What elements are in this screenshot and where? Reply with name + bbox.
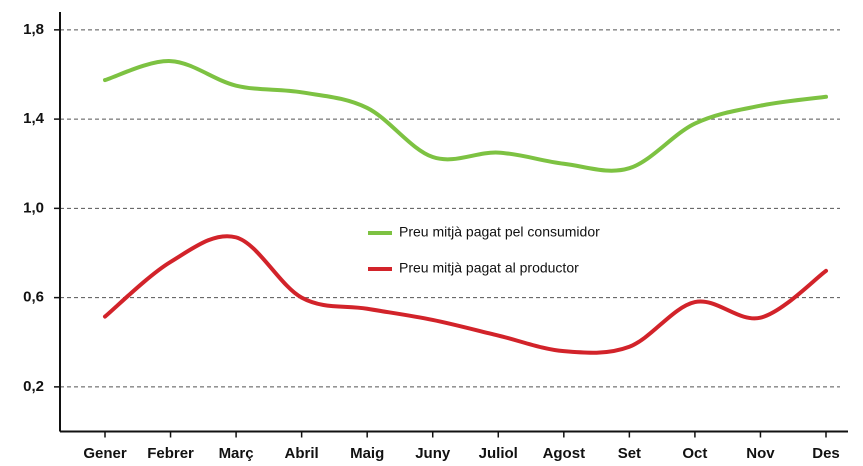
x-tick-label: Juliol — [479, 445, 518, 462]
x-tick-label: Gener — [83, 445, 127, 462]
x-tick-label: Agost — [543, 445, 586, 462]
y-tick-label: 1,8 — [23, 21, 44, 38]
x-tick-label: Maig — [350, 445, 384, 462]
legend-label: Preu mitjà pagat pel consumidor — [399, 224, 600, 240]
y-tick-label: 1,4 — [23, 110, 45, 127]
x-tick-label: Febrer — [147, 445, 194, 462]
legend-label: Preu mitjà pagat al productor — [399, 260, 579, 276]
y-tick-label: 1,0 — [23, 199, 44, 216]
x-tick-label: Des — [812, 445, 840, 462]
series-line — [103, 234, 828, 355]
x-tick-label: Abril — [285, 445, 319, 462]
series-line — [103, 59, 828, 173]
x-tick-label: Set — [618, 445, 641, 462]
x-tick-label: Març — [219, 445, 254, 462]
x-tick-label: Nov — [746, 445, 775, 462]
y-tick-label: 0,6 — [23, 289, 44, 306]
y-tick-label: 0,2 — [23, 378, 44, 395]
x-tick-label: Oct — [682, 445, 707, 462]
x-tick-label: Juny — [415, 445, 451, 462]
